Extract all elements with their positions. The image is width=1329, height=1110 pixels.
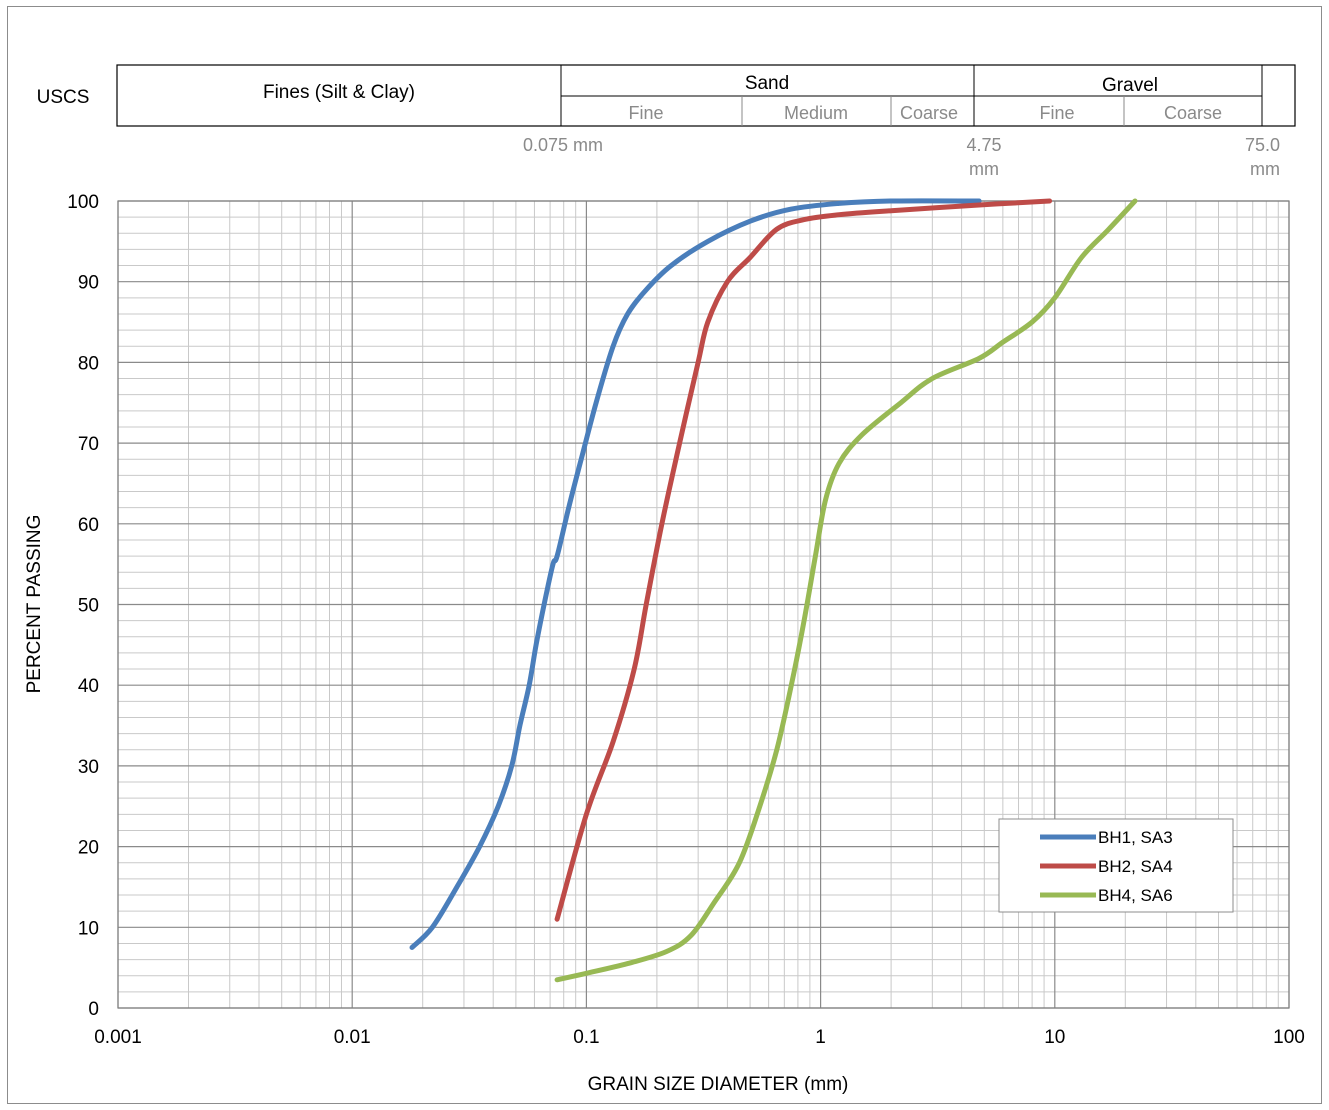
y-tick-label: 40	[78, 676, 99, 697]
y-tick-label: 20	[78, 838, 99, 859]
legend: BH1, SA3 BH2, SA4 BH4, SA6	[998, 818, 1234, 913]
uscs-table-border	[116, 64, 1296, 127]
x-tick-label: 0.01	[334, 1027, 371, 1048]
x-tick-label: 0.001	[94, 1027, 142, 1048]
plot-grid	[117, 200, 1290, 1009]
boundary-475-unit: mm	[969, 159, 999, 179]
y-tick-label: 50	[78, 596, 99, 617]
legend-label-1: BH1, SA3	[1098, 828, 1173, 847]
y-tick-label: 10	[78, 918, 99, 939]
boundary-75-value: 75.0	[1245, 135, 1280, 155]
x-tick-label: 0.1	[573, 1027, 599, 1048]
gravel-label: Gravel	[1102, 75, 1158, 96]
fines-label: Fines (Silt & Clay)	[263, 82, 415, 103]
sand-fine-label: Fine	[628, 103, 663, 123]
uscs-label: USCS	[37, 87, 90, 108]
axis-ticks: 0.001 0.01 0.1 1 10 100 0 10 20 30 40 50 60 70 80 90 100	[67, 192, 1305, 1048]
sand-coarse-label: Coarse	[900, 103, 958, 123]
sand-label: Sand	[745, 73, 789, 94]
plot-border	[117, 200, 1290, 1009]
legend-box	[998, 818, 1234, 913]
boundary-75-unit: mm	[1250, 159, 1280, 179]
series-line-3	[554, 198, 1138, 983]
uscs-table	[116, 64, 1296, 127]
gravel-coarse-label: Coarse	[1164, 103, 1222, 123]
series-line-2	[554, 198, 1053, 922]
chart-frame	[7, 6, 1322, 1104]
series-line-1	[409, 198, 982, 950]
y-tick-label: 90	[78, 273, 99, 294]
legend-label-3: BH4, SA6	[1098, 886, 1173, 905]
y-tick-label: 70	[78, 434, 99, 455]
x-tick-label: 10	[1044, 1027, 1065, 1048]
x-tick-label: 1	[815, 1027, 826, 1048]
series-lines	[409, 198, 1138, 983]
legend-label-2: BH2, SA4	[1098, 857, 1173, 876]
y-tick-label: 30	[78, 757, 99, 778]
y-tick-label: 100	[67, 192, 99, 213]
y-axis-title: PERCENT PASSING	[24, 515, 45, 694]
boundary-0075-label: 0.075 mm	[523, 135, 603, 155]
x-axis-title: GRAIN SIZE DIAMETER (mm)	[588, 1074, 849, 1095]
y-tick-label: 80	[78, 353, 99, 374]
gravel-fine-label: Fine	[1039, 103, 1074, 123]
y-tick-label: 0	[88, 999, 99, 1020]
boundary-475-value: 4.75	[966, 135, 1001, 155]
y-tick-label: 60	[78, 515, 99, 536]
sand-medium-label: Medium	[784, 103, 848, 123]
x-tick-label: 100	[1273, 1027, 1305, 1048]
